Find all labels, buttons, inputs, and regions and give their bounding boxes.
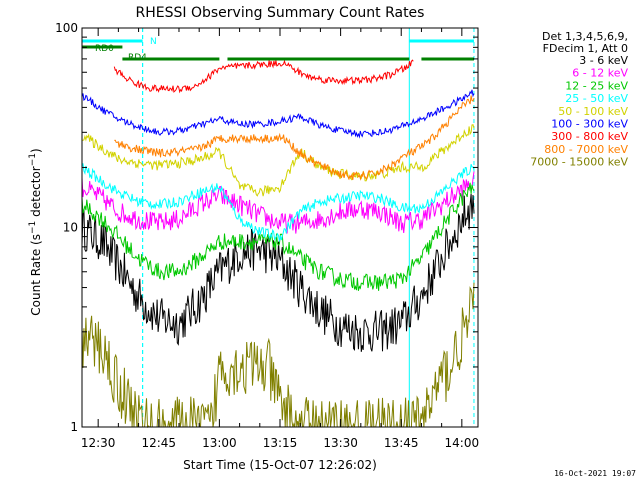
series-line-8 <box>81 282 475 429</box>
legend: Det 1,3,4,5,6,9,FDecim 1, Att 03 - 6 keV… <box>530 30 628 169</box>
legend-entry: 3 - 6 keV <box>579 54 628 67</box>
y-tick-label: 100 <box>55 21 78 35</box>
y-tick-label: 1 <box>70 420 78 434</box>
legend-header: Det 1,3,4,5,6,9, <box>542 30 628 43</box>
series-line-0 <box>81 193 475 352</box>
series-line-5 <box>81 89 475 139</box>
generated-timestamp: 16-Oct-2021 19:07 <box>554 469 636 478</box>
legend-entry: 100 - 300 keV <box>551 118 628 131</box>
legend-entry: 300 - 800 keV <box>551 130 628 143</box>
legend-entry: 7000 - 15000 keV <box>530 156 628 169</box>
x-tick-label: 12:45 <box>141 436 176 450</box>
x-tick-label: 14:00 <box>445 436 480 450</box>
flag-label-rd0: RD0 <box>95 44 114 54</box>
series-line-4 <box>81 124 475 197</box>
flag-label-n: N <box>150 37 157 47</box>
legend-entry: 6 - 12 keV <box>572 67 628 80</box>
series-line-3 <box>81 163 475 242</box>
flag-label-rd4: RD4 <box>128 53 147 63</box>
series-line-7 <box>114 95 475 181</box>
y-tick-label: 10 <box>63 221 78 235</box>
x-tick-label: 13:45 <box>384 436 419 450</box>
legend-entry: 25 - 50 keV <box>565 92 628 105</box>
axes: 12:30 12:45 13:00 13:15 13:30 13:45 14:00 1 10 10… <box>55 21 479 450</box>
x-axis-label: Start Time (15-Oct-07 12:26:02) <box>183 458 377 472</box>
legend-entry: 12 - 25 keV <box>565 79 628 92</box>
y-axis-label: Count Rate (s−1 detector−1) <box>28 148 43 315</box>
legend-entry: 50 - 100 keV <box>558 105 628 118</box>
series-line-1 <box>81 171 475 234</box>
legend-header: FDecim 1, Att 0 <box>543 42 628 55</box>
chart-title: RHESSI Observing Summary Count Rates <box>136 5 425 21</box>
x-tick-label: 12:30 <box>81 436 116 450</box>
plot-area: N RD0 RD4 <box>81 28 475 429</box>
legend-entry: 800 - 7000 keV <box>544 143 628 156</box>
x-tick-label: 13:30 <box>323 436 358 450</box>
series-line-2 <box>81 182 475 291</box>
x-tick-label: 13:15 <box>263 436 298 450</box>
series-line-6 <box>113 59 414 94</box>
x-tick-label: 13:00 <box>202 436 237 450</box>
